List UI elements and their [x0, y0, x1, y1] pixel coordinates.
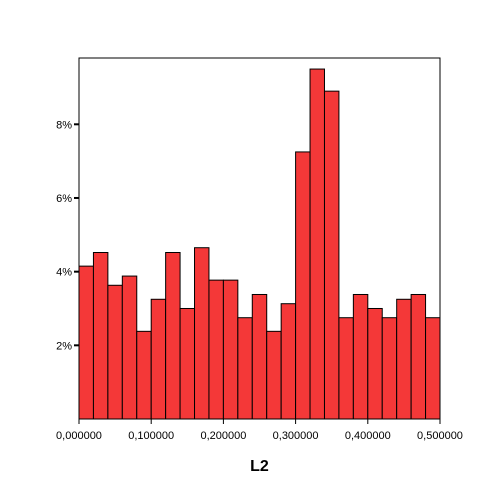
histogram-bar — [295, 151, 311, 420]
histogram-bar — [396, 298, 412, 420]
histogram-bar — [208, 279, 224, 420]
x-axis: 0,000000 0,100000 0,200000 0,300000 0,400000… — [56, 419, 463, 442]
histogram-bar — [121, 275, 138, 420]
histogram-bar — [352, 293, 369, 420]
histogram-bar — [222, 279, 239, 420]
histogram-bar — [323, 90, 340, 420]
histogram-bar — [237, 317, 253, 420]
y-axis: 2% 4% 6% 8% — [56, 119, 79, 352]
histogram-bar — [410, 293, 427, 420]
histogram-bar — [266, 330, 282, 420]
histogram-bar — [338, 317, 354, 420]
histogram-bar — [107, 284, 123, 420]
histogram-bar — [136, 330, 152, 420]
y-tick-label: 6% — [56, 193, 72, 205]
x-tick-label: 0,300000 — [273, 430, 319, 442]
x-axis-title: L2 — [250, 458, 269, 475]
y-tick-label: 8% — [56, 119, 72, 131]
histogram-bar — [165, 252, 181, 420]
x-tick-label: 0,000000 — [56, 430, 102, 442]
histogram-bar — [381, 317, 398, 420]
bars-group — [78, 68, 441, 420]
histogram-bar — [309, 68, 325, 420]
histogram-bar — [251, 293, 268, 420]
x-tick-label: 0,200000 — [200, 430, 246, 442]
histogram-bar — [194, 247, 210, 420]
histogram-bar — [78, 265, 94, 420]
histogram-bar — [92, 252, 109, 420]
histogram-bar — [367, 307, 383, 420]
histogram-bar — [425, 317, 441, 420]
histogram-bar — [150, 298, 167, 420]
y-tick-label: 4% — [56, 267, 72, 279]
y-tick-label: 2% — [56, 340, 72, 352]
histogram-bar — [179, 307, 196, 420]
x-tick-label: 0,400000 — [345, 430, 391, 442]
x-tick-label: 0,100000 — [128, 430, 174, 442]
x-tick-label: 0,500000 — [417, 430, 463, 442]
histogram-bar — [280, 303, 297, 420]
